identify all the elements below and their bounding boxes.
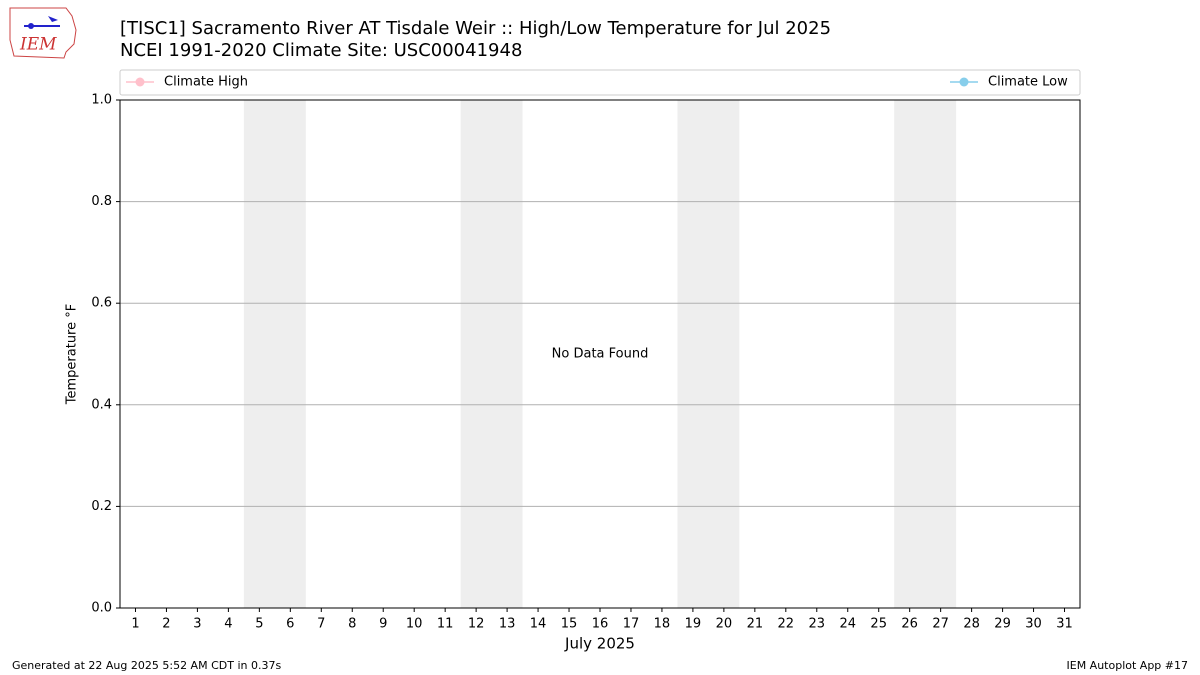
x-tick-label: 11 xyxy=(437,617,454,632)
x-tick-label: 14 xyxy=(530,617,547,632)
x-tick-label: 9 xyxy=(379,617,387,632)
footer-left: Generated at 22 Aug 2025 5:52 AM CDT in … xyxy=(12,659,281,672)
shaded-band xyxy=(894,100,957,608)
x-tick-label: 29 xyxy=(994,617,1011,632)
x-tick-label: 16 xyxy=(592,617,609,632)
x-tick-label: 31 xyxy=(1056,617,1073,632)
x-tick-label: 5 xyxy=(255,617,263,632)
x-tick-label: 1 xyxy=(131,617,139,632)
x-tick-label: 22 xyxy=(778,617,795,632)
plot-frame xyxy=(119,99,1081,609)
legend-label: Climate High xyxy=(164,75,248,90)
chart-title: [TISC1] Sacramento River AT Tisdale Weir… xyxy=(120,18,831,39)
logo: IEM xyxy=(9,7,77,59)
x-tick-label: 3 xyxy=(193,617,201,632)
x-tick-label: 24 xyxy=(839,617,856,632)
y-tick-label: 0.8 xyxy=(91,194,112,209)
logo-icon xyxy=(48,16,58,22)
logo-icon xyxy=(28,23,34,29)
y-tick-label: 0.6 xyxy=(91,296,112,311)
x-tick-label: 2 xyxy=(162,617,170,632)
y-tick-label: 0.4 xyxy=(91,397,112,412)
annotation: No Data Found xyxy=(552,347,649,362)
x-tick-label: 6 xyxy=(286,617,294,632)
legend-swatch xyxy=(959,77,969,87)
footer-right: IEM Autoplot App #17 xyxy=(1067,659,1189,672)
x-tick-label: 26 xyxy=(901,617,918,632)
x-tick-label: 7 xyxy=(317,617,325,632)
shaded-band xyxy=(460,100,523,608)
x-tick-label: 30 xyxy=(1025,617,1042,632)
x-tick-label: 8 xyxy=(348,617,356,632)
x-tick-label: 20 xyxy=(716,617,733,632)
shaded-band xyxy=(677,100,740,608)
x-tick-label: 27 xyxy=(932,617,949,632)
x-tick-label: 17 xyxy=(623,617,640,632)
y-tick-label: 0.2 xyxy=(91,499,112,514)
y-axis-label: Temperature °F xyxy=(65,304,80,405)
logo-text: IEM xyxy=(19,35,57,55)
y-tick-label: 0.0 xyxy=(91,601,112,616)
x-tick-label: 25 xyxy=(870,617,887,632)
x-axis-label: July 2025 xyxy=(564,635,635,653)
legend-label: Climate Low xyxy=(988,75,1068,90)
x-tick-label: 13 xyxy=(499,617,516,632)
y-tick-label: 1.0 xyxy=(91,93,112,108)
x-tick-label: 12 xyxy=(468,617,485,632)
x-tick-label: 21 xyxy=(747,617,764,632)
chart-subtitle: NCEI 1991-2020 Climate Site: USC00041948 xyxy=(120,40,522,61)
x-tick-label: 19 xyxy=(685,617,702,632)
shaded-band xyxy=(243,100,306,608)
legend-frame xyxy=(119,69,1081,96)
x-tick-label: 15 xyxy=(561,617,578,632)
x-tick-label: 28 xyxy=(963,617,980,632)
logo-outline xyxy=(9,7,77,59)
x-tick-label: 4 xyxy=(224,617,232,632)
x-tick-label: 10 xyxy=(406,617,423,632)
x-tick-label: 18 xyxy=(654,617,671,632)
x-tick-label: 23 xyxy=(809,617,826,632)
legend-swatch xyxy=(135,77,145,87)
